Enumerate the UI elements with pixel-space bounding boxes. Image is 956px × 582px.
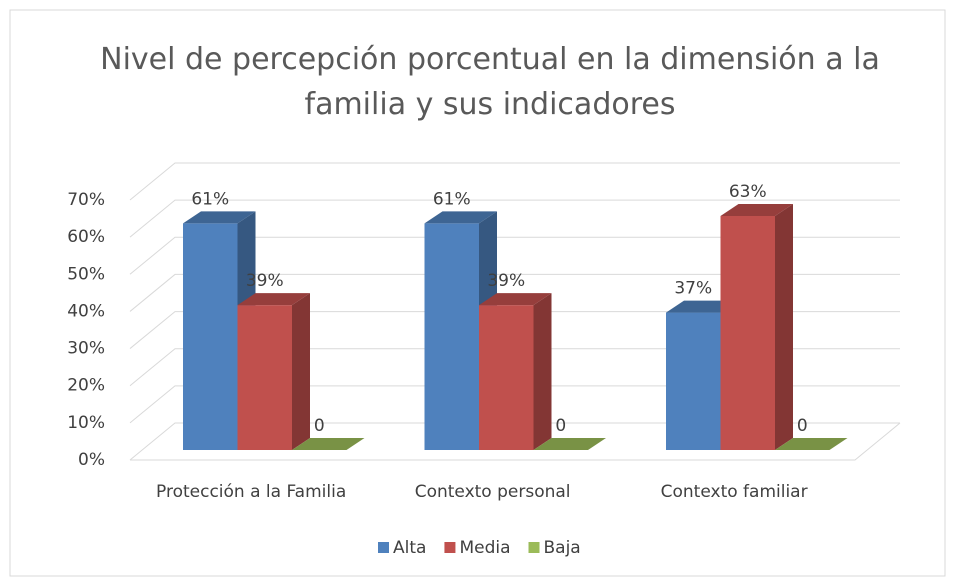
grid-line [129,311,900,349]
bar-top [666,300,739,313]
title-line: familia y sus indicadores [305,87,676,122]
x-tick-label: Contexto familiar [661,482,808,502]
data-label: 39% [246,271,284,291]
grid-line [129,236,900,275]
y-tick-label: 0% [78,450,105,470]
chart-title: Nivel de percepción porcentual en la dim… [100,42,880,122]
legend-label: Baja [544,538,581,558]
data-label: 63% [729,182,767,202]
y-tick-label: 20% [67,376,105,396]
grid-line [129,273,900,312]
bar-side [533,293,552,450]
bar [775,438,848,450]
legend-label: Alta [393,538,426,558]
data-label: 0 [797,416,808,436]
bar-front [720,216,775,450]
grid-line [129,162,900,201]
bar-front [479,305,534,450]
data-label: 61% [191,189,229,209]
data-label: 61% [433,189,471,209]
grid-line [129,422,900,461]
y-tick-label: 50% [67,264,105,284]
data-label: 0 [555,416,566,436]
data-label: 0 [314,416,325,436]
title-line: Nivel de percepción porcentual en la dim… [100,42,880,77]
grid-line [129,348,900,387]
bar [183,211,256,450]
bar [479,293,552,450]
floor-edge [130,422,901,461]
bar-top [183,211,256,224]
bar-side [775,204,793,450]
bar-front [666,312,721,450]
legend-swatch [528,542,540,553]
legend-swatch [444,542,456,553]
y-tick-label: 70% [67,190,105,210]
bar-front [237,305,292,450]
data-label: 39% [487,271,525,291]
grid-line [129,385,900,424]
x-tick-label: Protección a la Familia [156,482,346,502]
data-label: 37% [674,279,712,299]
bar-top [479,293,552,306]
bar-top [533,438,606,450]
bar-top [292,438,365,450]
bar-top [720,204,793,216]
bar-front [424,223,479,450]
y-tick-label: 10% [67,413,105,433]
x-tick-label: Contexto personal [415,482,571,502]
y-tick-label: 60% [67,227,105,247]
legend-label: Media [459,538,510,558]
bar-front [183,223,238,450]
bar-top [237,293,310,306]
bar [237,293,310,450]
bar [533,438,606,450]
bar-side [292,293,310,450]
y-tick-label: 30% [67,339,105,359]
legend-swatch [378,542,389,553]
grid-line [129,199,900,238]
bar-top [775,438,848,450]
y-tick-label: 40% [67,301,105,321]
bar-top [424,211,497,224]
bar [720,204,793,450]
bar [292,438,365,450]
